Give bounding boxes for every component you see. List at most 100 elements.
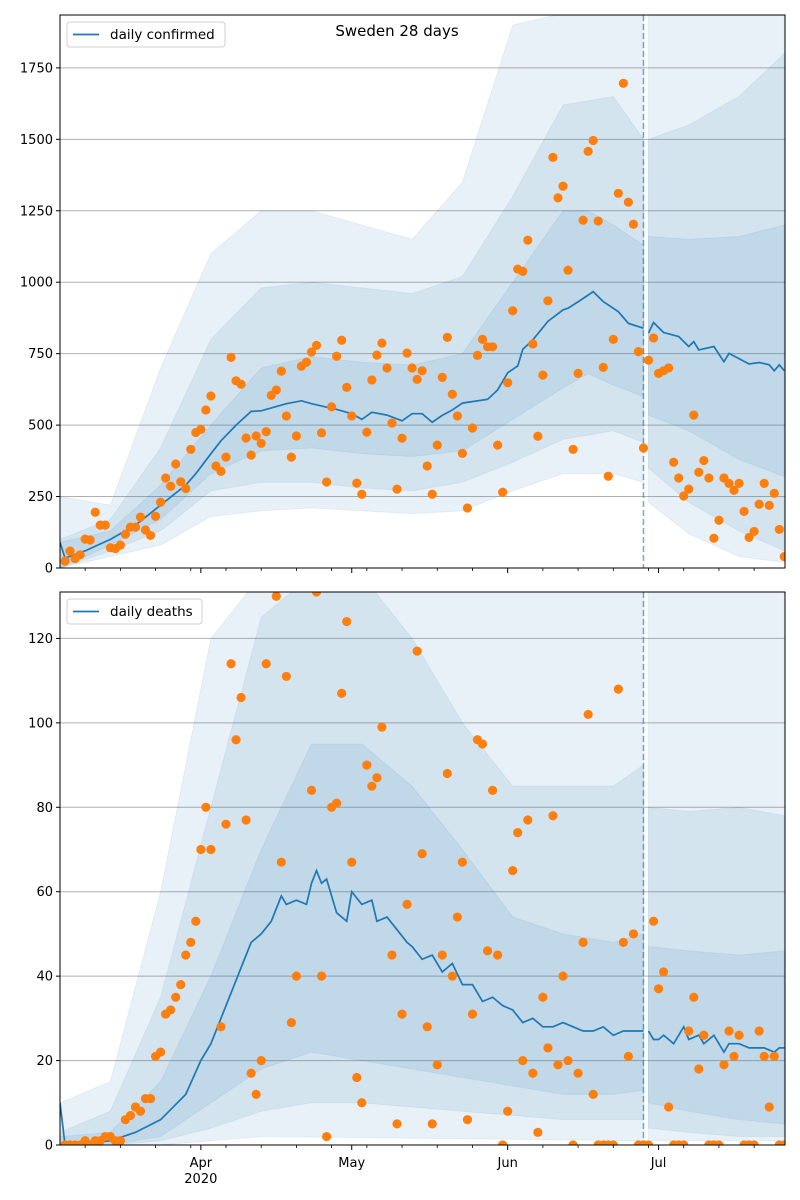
- observed-point: [176, 979, 186, 990]
- y-tick-label: 120: [28, 632, 53, 647]
- observed-point: [462, 1115, 473, 1125]
- observed-point: [739, 506, 749, 517]
- observed-point: [181, 950, 191, 960]
- legend-label: daily confirmed: [110, 27, 215, 43]
- observed-point: [729, 1051, 739, 1061]
- observed-point: [206, 844, 216, 855]
- observed-point: [397, 433, 407, 443]
- observed-point: [679, 491, 689, 501]
- observed-point: [392, 1119, 402, 1129]
- x-tick-label: May: [338, 1156, 365, 1171]
- observed-point: [342, 382, 352, 392]
- y-tick-label: 100: [28, 716, 53, 731]
- observed-point: [573, 1068, 583, 1078]
- observed-point: [528, 339, 538, 349]
- observed-point: [543, 1043, 553, 1053]
- observed-point: [186, 444, 196, 454]
- observed-point: [347, 857, 357, 867]
- observed-point: [241, 433, 251, 443]
- observed-point: [176, 477, 186, 487]
- observed-point: [437, 950, 447, 960]
- observed-point: [145, 1093, 156, 1104]
- observed-point: [583, 709, 593, 720]
- observed-point: [367, 781, 377, 791]
- band-middle-forecast: [648, 806, 785, 1138]
- observed-point: [623, 1051, 633, 1061]
- observed-point: [659, 967, 669, 977]
- observed-point: [90, 507, 100, 517]
- observed-point: [196, 844, 206, 855]
- plot-area: [60, 15, 785, 568]
- observed-point: [553, 1060, 563, 1070]
- observed-point: [769, 488, 779, 499]
- observed-point: [538, 370, 548, 380]
- band-middle-forecast: [648, 52, 785, 552]
- observed-point: [724, 1026, 734, 1036]
- observed-point: [528, 1068, 538, 1078]
- observed-point: [372, 773, 382, 783]
- y-tick-label: 40: [36, 970, 53, 985]
- observed-point: [588, 1089, 598, 1099]
- observed-point: [130, 522, 141, 532]
- observed-point: [65, 546, 75, 556]
- observed-point: [221, 452, 231, 462]
- observed-point: [518, 1055, 528, 1066]
- observed-point: [704, 473, 714, 483]
- observed-point: [578, 937, 588, 947]
- observed-point: [498, 1140, 508, 1145]
- observed-point: [171, 459, 181, 469]
- observed-point: [442, 768, 452, 779]
- observed-point: [427, 489, 437, 499]
- observed-point: [608, 334, 618, 344]
- median-forecast-line: [647, 1024, 785, 1054]
- observed-point: [638, 443, 649, 453]
- observed-point: [548, 811, 558, 821]
- observed-point: [623, 197, 633, 207]
- observed-point: [558, 181, 568, 191]
- x-tick-label: Apr: [190, 1156, 213, 1171]
- observed-point: [508, 866, 518, 876]
- observed-point: [417, 849, 427, 859]
- observed-point: [115, 1136, 125, 1145]
- observed-point: [493, 950, 503, 960]
- axes-frame: [59, 14, 786, 569]
- y-tick-label: 1250: [20, 204, 53, 219]
- observed-point: [226, 659, 236, 669]
- observed-point: [161, 473, 171, 483]
- observed-point: [246, 1068, 256, 1078]
- observed-point: [608, 1140, 618, 1145]
- observed-point: [684, 484, 694, 494]
- observed-point: [648, 916, 659, 926]
- observed-point: [432, 1060, 442, 1070]
- observed-point: [211, 571, 220, 580]
- observed-point: [779, 551, 785, 562]
- observed-point: [387, 418, 397, 428]
- observed-point: [216, 1022, 226, 1032]
- y-tick-label: 500: [28, 419, 53, 434]
- observed-point: [628, 929, 639, 939]
- observed-point: [714, 515, 724, 525]
- observed-point: [311, 340, 322, 350]
- observed-point: [643, 1140, 654, 1145]
- observed-point: [669, 457, 679, 467]
- observed-point: [694, 1064, 704, 1074]
- y-tick-label: 60: [36, 885, 53, 900]
- observed-point: [759, 478, 769, 489]
- observed-point: [342, 616, 352, 627]
- observed-point: [643, 355, 654, 365]
- observed-point: [186, 937, 196, 947]
- y-tick-label: 80: [36, 801, 53, 816]
- observed-point: [352, 1072, 362, 1083]
- observed-point: [583, 146, 593, 156]
- observed-point: [236, 692, 246, 703]
- y-tick-label: 750: [28, 347, 53, 362]
- observed-point: [286, 452, 296, 462]
- observed-point: [447, 971, 457, 981]
- observed-point: [201, 802, 211, 812]
- observed-point: [764, 500, 774, 511]
- observed-point: [477, 739, 488, 749]
- y-tick-label: 250: [28, 490, 53, 505]
- observed-point: [689, 410, 699, 420]
- x-tick-sublabel: 2020: [184, 1172, 217, 1187]
